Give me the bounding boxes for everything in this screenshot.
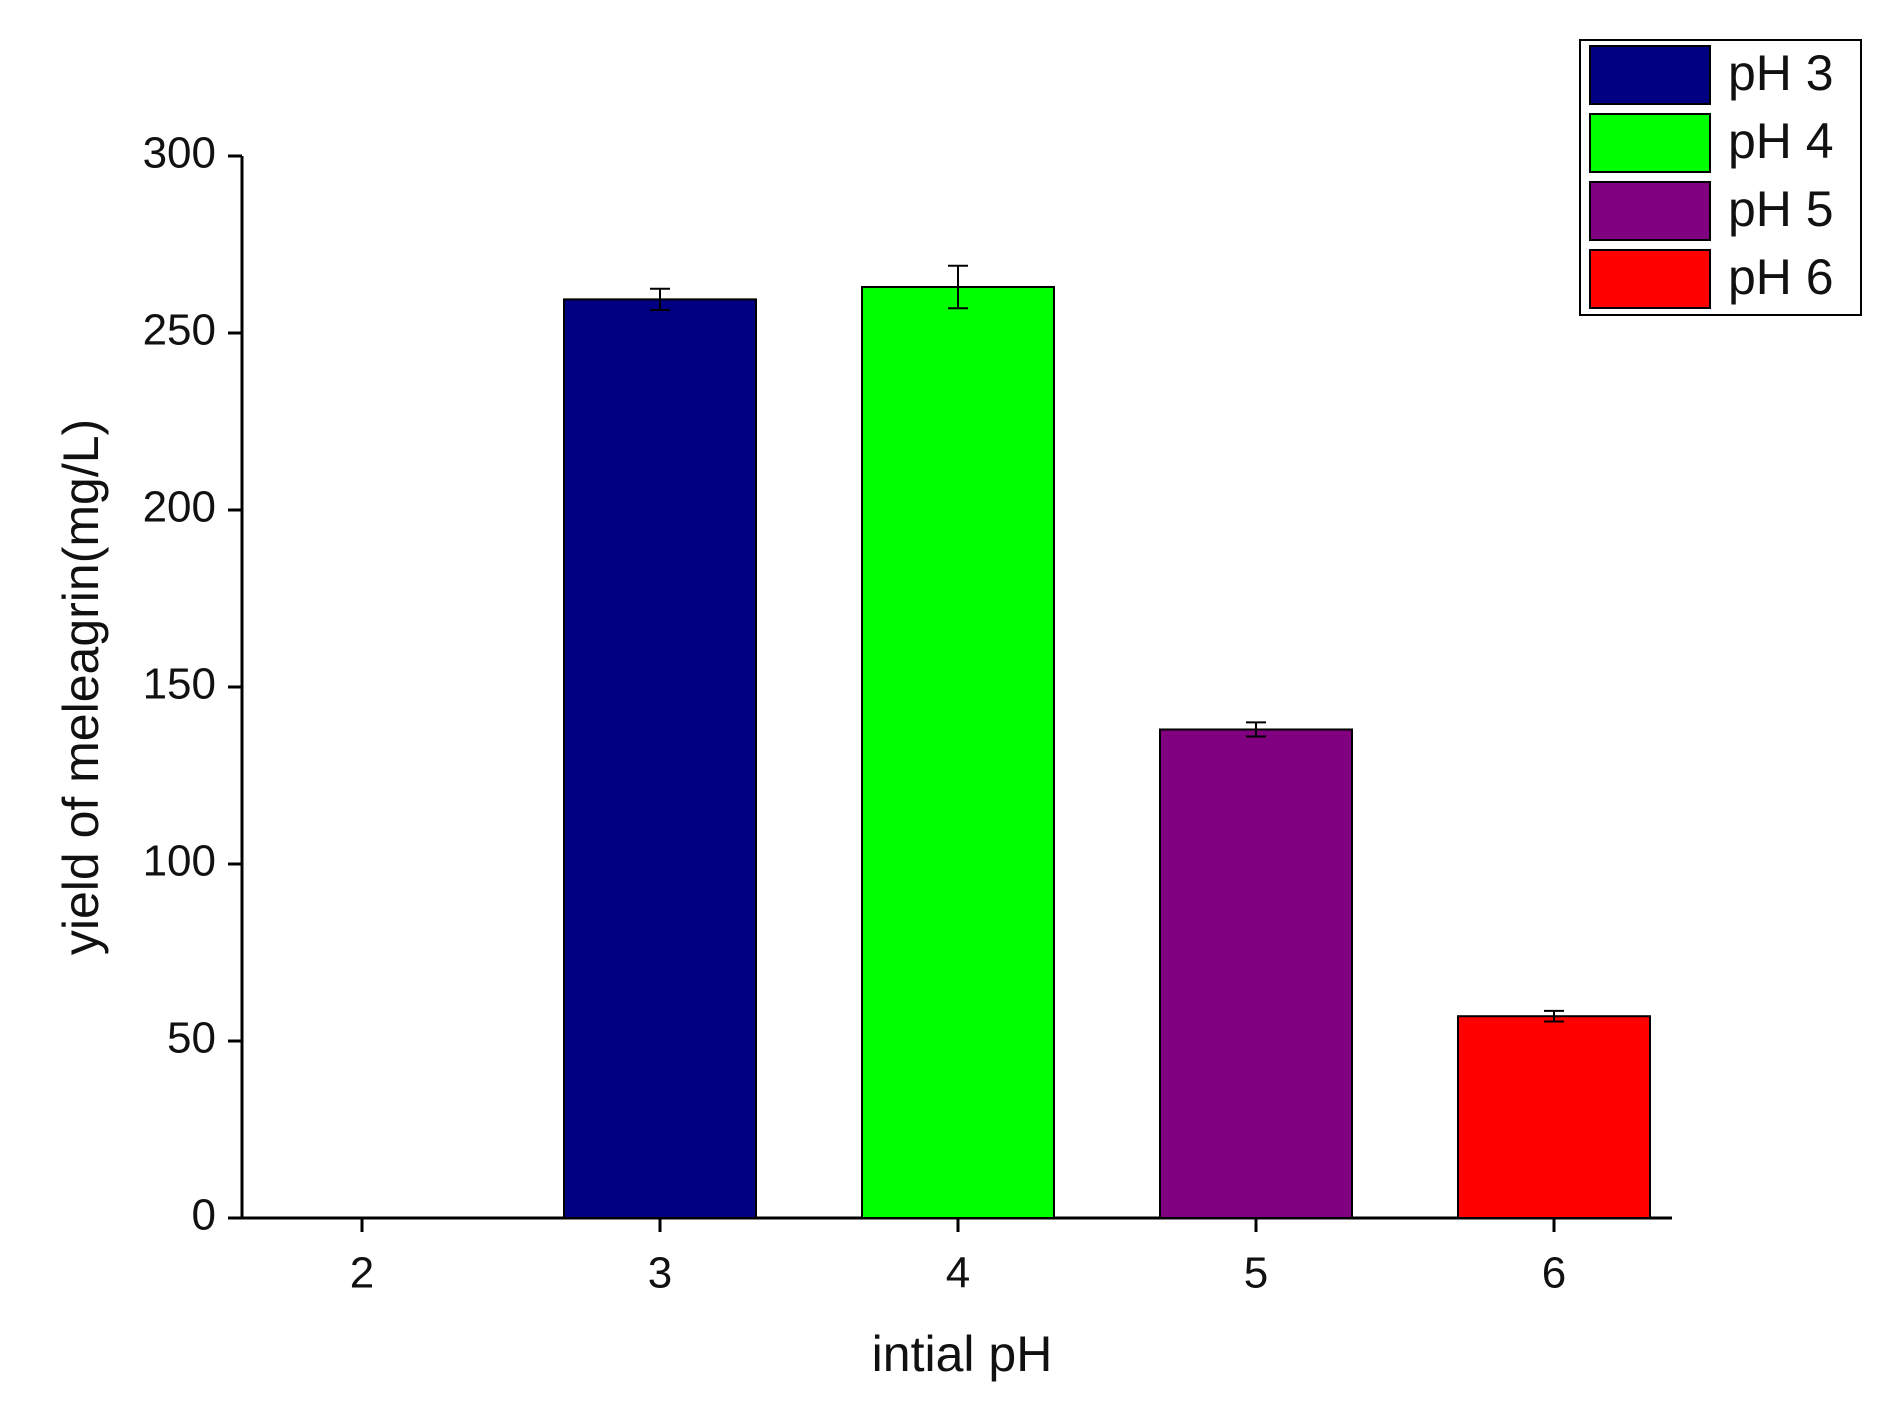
legend-swatch	[1589, 181, 1711, 241]
y-tick-label: 50	[167, 1014, 216, 1063]
legend-label: pH 6	[1728, 249, 1834, 305]
legend-label: pH 4	[1728, 113, 1834, 169]
x-tick-label: 6	[1542, 1249, 1566, 1298]
y-tick-label: 300	[143, 129, 216, 178]
bar	[1159, 728, 1353, 1219]
y-tick-label: 0	[192, 1191, 216, 1240]
legend-swatch	[1589, 249, 1711, 309]
legend-swatch	[1589, 45, 1711, 105]
x-tick-label: 5	[1244, 1249, 1268, 1298]
y-tick-label: 200	[143, 483, 216, 532]
error-bar	[1246, 721, 1266, 738]
bar	[1457, 1015, 1651, 1219]
y-tick-label: 100	[143, 837, 216, 886]
error-bar	[1544, 1009, 1564, 1023]
legend-swatch	[1589, 113, 1711, 173]
bar	[861, 285, 1055, 1220]
x-tick-label: 3	[648, 1249, 672, 1298]
error-bar	[650, 287, 670, 311]
bar	[563, 298, 757, 1219]
y-axis-title: yield of meleagrin(mg/L)	[53, 419, 109, 955]
y-tick-label: 150	[143, 660, 216, 709]
x-tick-label: 2	[350, 1249, 374, 1298]
error-bar	[948, 264, 968, 310]
x-tick-label: 4	[946, 1249, 970, 1298]
y-tick-label: 250	[143, 306, 216, 355]
legend-label: pH 5	[1728, 181, 1834, 237]
x-axis-title: intial pH	[872, 1326, 1053, 1382]
legend-label: pH 3	[1728, 45, 1834, 101]
